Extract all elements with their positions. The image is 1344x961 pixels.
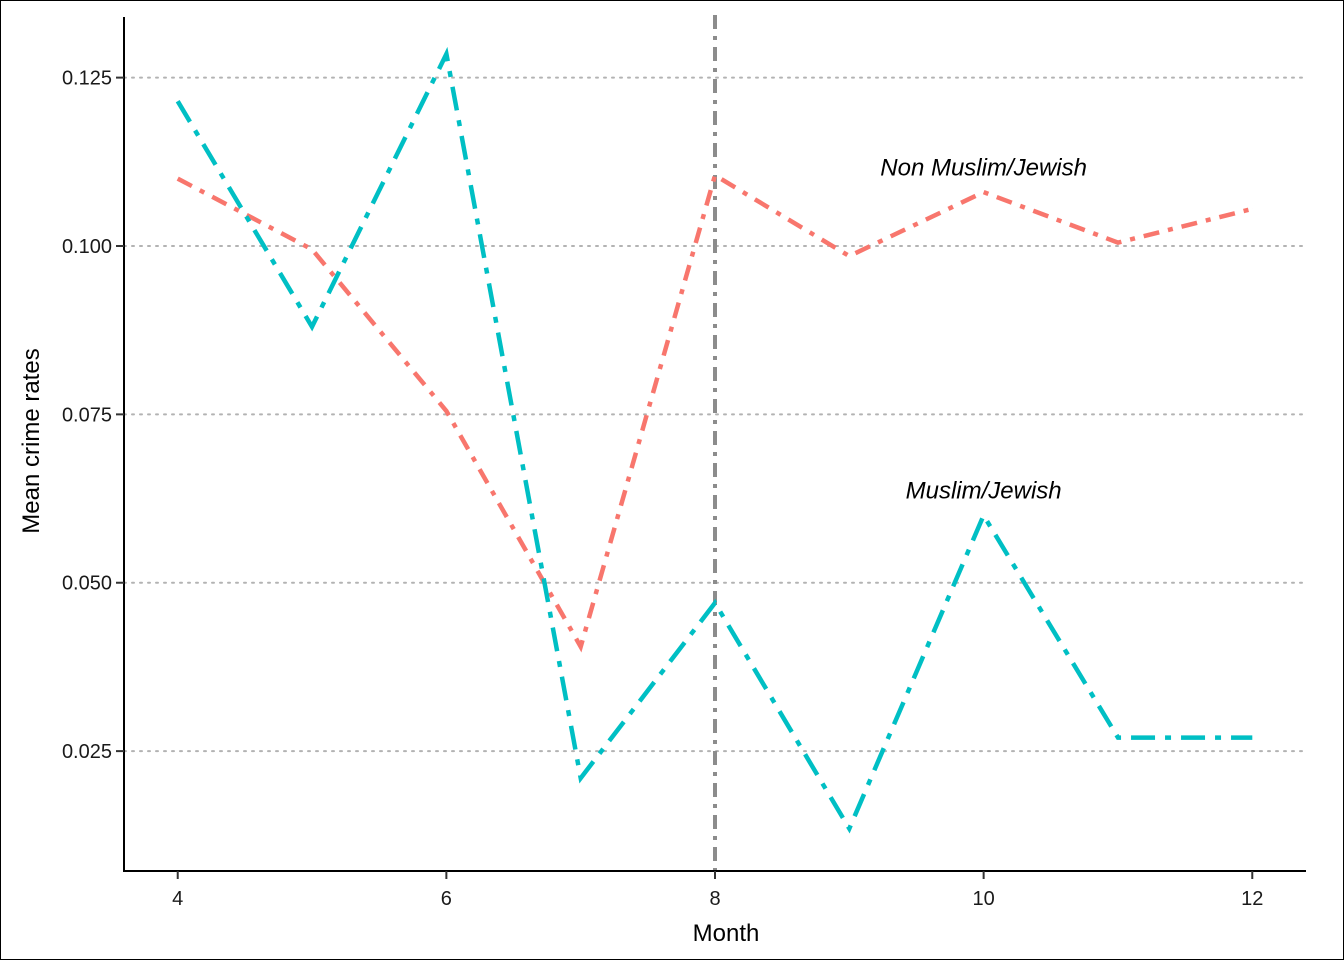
x-tick-label-4: 12 <box>1241 888 1263 910</box>
x-tick-label-3: 10 <box>973 888 995 910</box>
x-axis-title: Month <box>693 920 760 947</box>
tick-labels: 4 6 8 10 12 0.025 0.050 0.075 0.100 0.125 <box>62 68 1263 910</box>
y-tick-label-3: 0.100 <box>62 236 112 258</box>
y-tick-label-1: 0.050 <box>62 573 112 595</box>
annotation-non-muslim-jewish: Non Muslim/Jewish <box>880 154 1087 181</box>
x-tick-label-0: 4 <box>172 888 183 910</box>
x-tick-label-1: 6 <box>441 888 452 910</box>
y-tick-label-4: 0.125 <box>62 68 112 90</box>
y-axis-title: Mean crime rates <box>18 348 45 533</box>
annotation-muslim-jewish: Muslim/Jewish <box>906 478 1062 505</box>
y-tick-label-0: 0.025 <box>62 741 112 763</box>
x-tick-label-2: 8 <box>709 888 720 910</box>
y-tick-label-2: 0.075 <box>62 404 112 426</box>
annotations: Non Muslim/Jewish Muslim/Jewish <box>880 154 1087 504</box>
